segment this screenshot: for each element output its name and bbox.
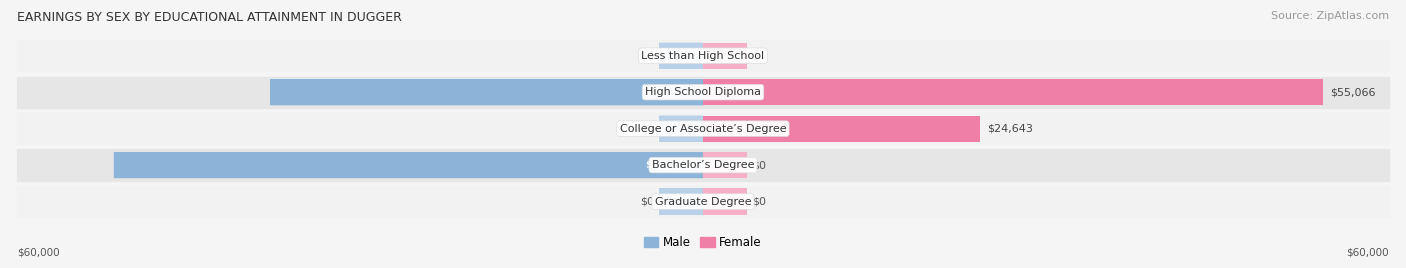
FancyBboxPatch shape xyxy=(114,152,703,178)
FancyBboxPatch shape xyxy=(659,43,703,69)
Text: $0: $0 xyxy=(752,51,766,61)
Text: $38,438: $38,438 xyxy=(645,87,696,97)
Text: $55,066: $55,066 xyxy=(1330,87,1375,97)
Text: Less than High School: Less than High School xyxy=(641,51,765,61)
Legend: Male, Female: Male, Female xyxy=(640,232,766,254)
Text: EARNINGS BY SEX BY EDUCATIONAL ATTAINMENT IN DUGGER: EARNINGS BY SEX BY EDUCATIONAL ATTAINMEN… xyxy=(17,11,402,24)
FancyBboxPatch shape xyxy=(659,188,703,215)
Text: Graduate Degree: Graduate Degree xyxy=(655,196,751,207)
Bar xyxy=(659,116,703,142)
Text: $0: $0 xyxy=(640,196,654,207)
Text: Source: ZipAtlas.com: Source: ZipAtlas.com xyxy=(1271,11,1389,21)
Text: College or Associate’s Degree: College or Associate’s Degree xyxy=(620,124,786,134)
FancyBboxPatch shape xyxy=(659,116,703,142)
Text: $24,643: $24,643 xyxy=(987,124,1033,134)
Bar xyxy=(703,152,747,178)
FancyBboxPatch shape xyxy=(270,79,703,105)
Bar xyxy=(703,116,980,142)
Bar xyxy=(114,152,703,178)
Bar xyxy=(703,188,747,215)
Text: $0: $0 xyxy=(640,124,654,134)
Bar xyxy=(270,79,703,105)
Text: $0: $0 xyxy=(640,51,654,61)
Bar xyxy=(659,43,703,69)
Bar xyxy=(703,43,747,69)
Text: $60,000: $60,000 xyxy=(1347,247,1389,257)
Bar xyxy=(659,188,703,215)
Text: $0: $0 xyxy=(752,160,766,170)
Text: Bachelor’s Degree: Bachelor’s Degree xyxy=(652,160,754,170)
Bar xyxy=(703,79,1323,105)
Text: High School Diploma: High School Diploma xyxy=(645,87,761,97)
Text: $60,000: $60,000 xyxy=(17,247,59,257)
Text: $0: $0 xyxy=(752,196,766,207)
Text: $52,344: $52,344 xyxy=(645,160,696,170)
